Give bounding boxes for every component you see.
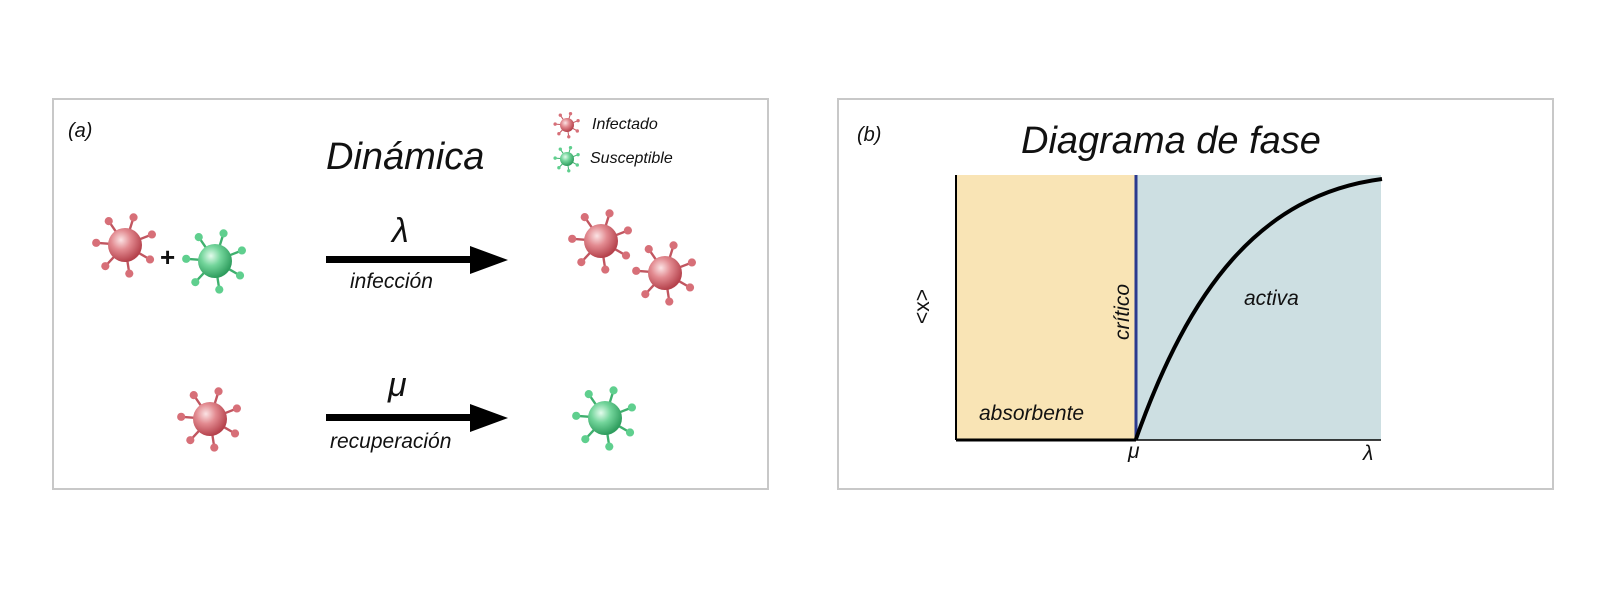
panel-b-tag: (b): [857, 124, 882, 146]
absorbing-label: absorbente: [979, 402, 1085, 425]
phase-diagram-plot: [955, 175, 1383, 442]
infected-virus-icon: [568, 209, 632, 274]
critical-label: crítico: [1111, 283, 1134, 340]
dynamics-title: Dinámica: [326, 136, 485, 178]
susceptible-virus-icon: [182, 229, 246, 294]
legend-susceptible-icon: [553, 145, 580, 173]
absorbing-region: [956, 175, 1135, 440]
active-region: [1135, 175, 1381, 440]
susceptible-virus-icon: [572, 386, 636, 451]
phase-diagram-panel: (b) Diagrama de fase <x> crítico absorbe…: [837, 98, 1554, 490]
phase-diagram-title: Diagrama de fase: [1021, 120, 1321, 162]
panel-a-tag: (a): [68, 120, 93, 142]
y-axis-label: <x>: [911, 288, 934, 324]
recovery-arrow-icon: [326, 404, 508, 432]
legend-infected-label: Infectado: [592, 116, 658, 133]
active-label: activa: [1244, 287, 1299, 310]
infected-virus-icon: [177, 387, 241, 452]
x-tick-mu: μ: [1128, 440, 1140, 463]
infected-virus-icon: [92, 213, 156, 278]
infection-label: infección: [350, 270, 433, 293]
x-tick-lambda: λ: [1363, 442, 1374, 465]
recovery-label: recuperación: [330, 430, 452, 453]
infection-rate-symbol: λ: [392, 212, 409, 250]
legend-infected-icon: [553, 111, 580, 139]
infection-arrow-icon: [326, 246, 508, 274]
legend-susceptible-label: Susceptible: [590, 150, 673, 167]
infected-virus-icon: [632, 241, 696, 306]
recovery-rate-symbol: μ: [388, 366, 407, 404]
dynamics-panel: (a) Dinámica Infectado Susceptible + λ i…: [52, 98, 769, 490]
order-parameter-curve: [1134, 177, 1383, 440]
plus-sign: +: [160, 242, 176, 272]
